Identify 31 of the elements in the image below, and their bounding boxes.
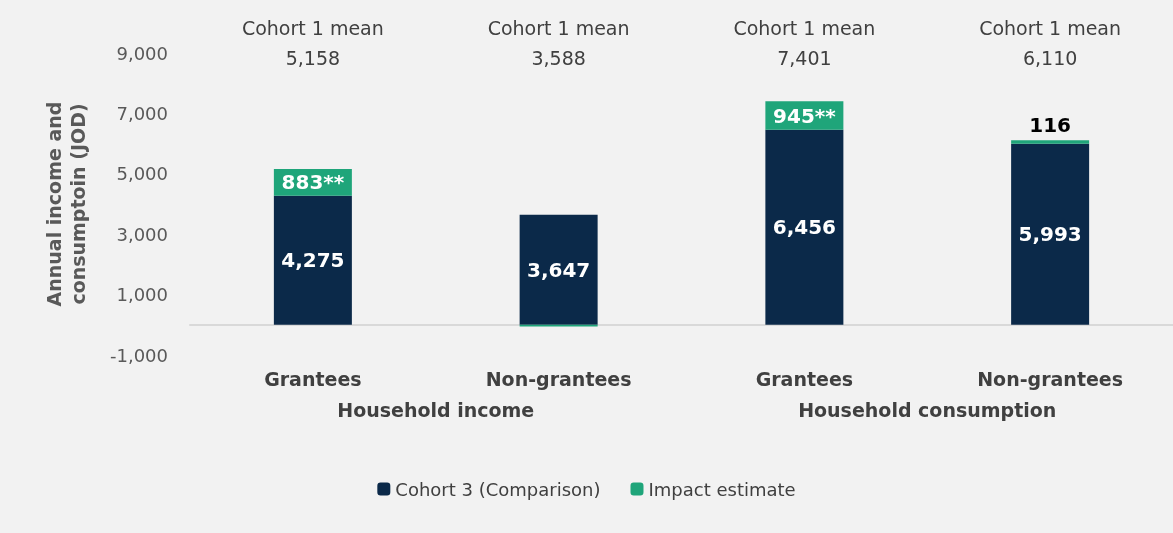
annotation: Cohort 1 mean 3,588 [487,17,630,69]
y-axis-title: Annual income and consumptoin (JOD) [43,101,89,307]
data-label: 4,275 [281,248,345,273]
y-tick-label: 5,000 [116,163,168,185]
x-tick-label: Grantees [264,367,362,390]
annotation: Cohort 1 mean 7,401 [733,17,876,69]
legend-label: Cohort 3 (Comparison) [395,478,601,500]
bar [765,129,844,325]
bar [273,195,352,325]
bar [519,214,598,325]
legend-label: Impact estimate [648,478,796,500]
data-label: 116 [1029,113,1071,138]
x-tick-label: Non-grantees [485,367,632,390]
y-tick-label: 7,000 [116,102,168,124]
annotation: Cohort 1 mean 5,158 [241,17,384,69]
y-tick-label: 1,000 [116,284,168,306]
x-tick-label: Non-grantees [977,367,1124,390]
bar [1011,140,1090,144]
y-tick-label: 9,000 [116,42,168,64]
data-label: 883** [281,170,345,195]
text: Household income [337,398,535,421]
y-tick-label: -1,000 [109,344,168,366]
y-tick-label: 3,000 [116,223,168,245]
annotation: Cohort 1 mean 6,110 [979,17,1122,69]
data-label: 5,993 [1018,222,1082,247]
x-tick-label: Grantees [755,367,854,390]
bar [1011,143,1090,325]
data-label: 945** [773,103,837,128]
data-label: 6,456 [772,215,837,240]
text: Household consumption [798,398,1057,421]
data-label: 3,647 [526,257,591,282]
